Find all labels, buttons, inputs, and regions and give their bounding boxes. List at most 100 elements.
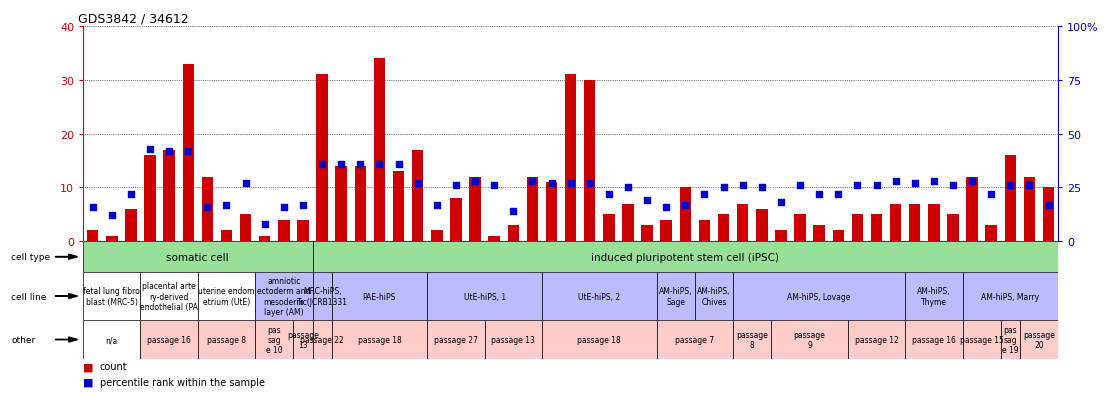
Bar bbox=[1005, 156, 1016, 242]
Bar bbox=[542, 320, 657, 359]
Bar bbox=[294, 320, 312, 359]
Point bbox=[733, 183, 751, 189]
Bar bbox=[86, 231, 99, 242]
Bar bbox=[83, 242, 312, 273]
Text: passage 16: passage 16 bbox=[147, 335, 191, 344]
Bar bbox=[642, 225, 653, 242]
Bar bbox=[565, 75, 576, 242]
Bar bbox=[985, 225, 997, 242]
Text: passage 8: passage 8 bbox=[207, 335, 246, 344]
Text: UtE-hiPS, 2: UtE-hiPS, 2 bbox=[578, 292, 620, 301]
Bar bbox=[657, 273, 695, 320]
Bar bbox=[428, 320, 484, 359]
Bar bbox=[163, 150, 175, 242]
Text: passage
20: passage 20 bbox=[1023, 330, 1055, 349]
Bar bbox=[220, 231, 233, 242]
Point bbox=[84, 204, 102, 211]
Bar bbox=[198, 320, 255, 359]
Bar bbox=[255, 273, 312, 320]
Text: passage 18: passage 18 bbox=[358, 335, 401, 344]
Text: UtE-hiPS, 1: UtE-hiPS, 1 bbox=[463, 292, 505, 301]
Text: pas
sag
e 10: pas sag e 10 bbox=[266, 325, 283, 354]
Bar bbox=[603, 215, 615, 242]
Bar bbox=[355, 166, 366, 242]
Bar bbox=[848, 320, 905, 359]
Point bbox=[619, 185, 637, 191]
Bar bbox=[542, 273, 657, 320]
Bar bbox=[813, 225, 824, 242]
Point bbox=[601, 191, 618, 198]
Bar bbox=[660, 220, 671, 242]
Bar bbox=[1001, 320, 1019, 359]
Text: ■: ■ bbox=[83, 361, 93, 371]
Bar bbox=[832, 231, 844, 242]
Point bbox=[122, 191, 140, 198]
Text: GDS3842 / 34612: GDS3842 / 34612 bbox=[79, 13, 188, 26]
Text: AM-hiPS, Marry: AM-hiPS, Marry bbox=[982, 292, 1039, 301]
Point bbox=[906, 180, 924, 187]
Bar bbox=[393, 172, 404, 242]
Point bbox=[925, 178, 943, 185]
Bar bbox=[963, 273, 1058, 320]
Text: induced pluripotent stem cell (iPSC): induced pluripotent stem cell (iPSC) bbox=[592, 252, 779, 262]
Bar bbox=[202, 177, 213, 242]
Point bbox=[944, 183, 962, 189]
Bar bbox=[871, 215, 882, 242]
Bar bbox=[412, 150, 423, 242]
Point bbox=[830, 191, 848, 198]
Text: passage 27: passage 27 bbox=[434, 335, 478, 344]
Bar bbox=[106, 236, 117, 242]
Point bbox=[868, 183, 885, 189]
Bar bbox=[852, 215, 863, 242]
Text: count: count bbox=[100, 361, 127, 371]
Bar bbox=[141, 320, 198, 359]
Text: passage
13: passage 13 bbox=[287, 330, 319, 349]
Point bbox=[485, 183, 503, 189]
Bar bbox=[1024, 177, 1035, 242]
Bar bbox=[312, 242, 1058, 273]
Bar bbox=[1043, 188, 1055, 242]
Text: amniotic
ectoderm and
mesoderm
layer (AM): amniotic ectoderm and mesoderm layer (AM… bbox=[257, 276, 310, 316]
Bar bbox=[470, 177, 481, 242]
Text: other: other bbox=[11, 335, 35, 344]
Text: pas
sag
e 19: pas sag e 19 bbox=[1002, 325, 1018, 354]
Point bbox=[791, 183, 809, 189]
Point bbox=[161, 148, 178, 155]
Bar bbox=[278, 220, 289, 242]
Point bbox=[581, 180, 598, 187]
Bar bbox=[584, 81, 595, 242]
Point bbox=[504, 208, 522, 215]
Bar bbox=[718, 215, 729, 242]
Text: passage 7: passage 7 bbox=[676, 335, 715, 344]
Bar bbox=[507, 225, 519, 242]
Bar bbox=[526, 177, 538, 242]
Point bbox=[963, 178, 981, 185]
Point bbox=[810, 191, 828, 198]
Point bbox=[314, 161, 331, 168]
Text: PAE-hiPS: PAE-hiPS bbox=[362, 292, 397, 301]
Text: passage 15: passage 15 bbox=[960, 335, 1004, 344]
Text: uterine endom
etrium (UtE): uterine endom etrium (UtE) bbox=[198, 287, 255, 306]
Text: passage
9: passage 9 bbox=[793, 330, 825, 349]
Bar bbox=[336, 166, 347, 242]
Point bbox=[428, 202, 445, 209]
Point bbox=[351, 161, 369, 168]
Bar bbox=[905, 320, 963, 359]
Text: cell line: cell line bbox=[11, 292, 47, 301]
Bar bbox=[756, 209, 768, 242]
Bar bbox=[699, 220, 710, 242]
Text: passage 13: passage 13 bbox=[491, 335, 535, 344]
Point bbox=[849, 183, 866, 189]
Point bbox=[523, 178, 541, 185]
Bar bbox=[695, 273, 733, 320]
Point bbox=[753, 185, 771, 191]
Text: passage 16: passage 16 bbox=[912, 335, 956, 344]
Text: passage
8: passage 8 bbox=[737, 330, 768, 349]
Point bbox=[772, 199, 790, 206]
Text: passage 18: passage 18 bbox=[577, 335, 622, 344]
Bar bbox=[83, 273, 141, 320]
Bar bbox=[198, 273, 255, 320]
Bar bbox=[141, 273, 198, 320]
Point bbox=[256, 221, 274, 228]
Bar bbox=[909, 204, 921, 242]
